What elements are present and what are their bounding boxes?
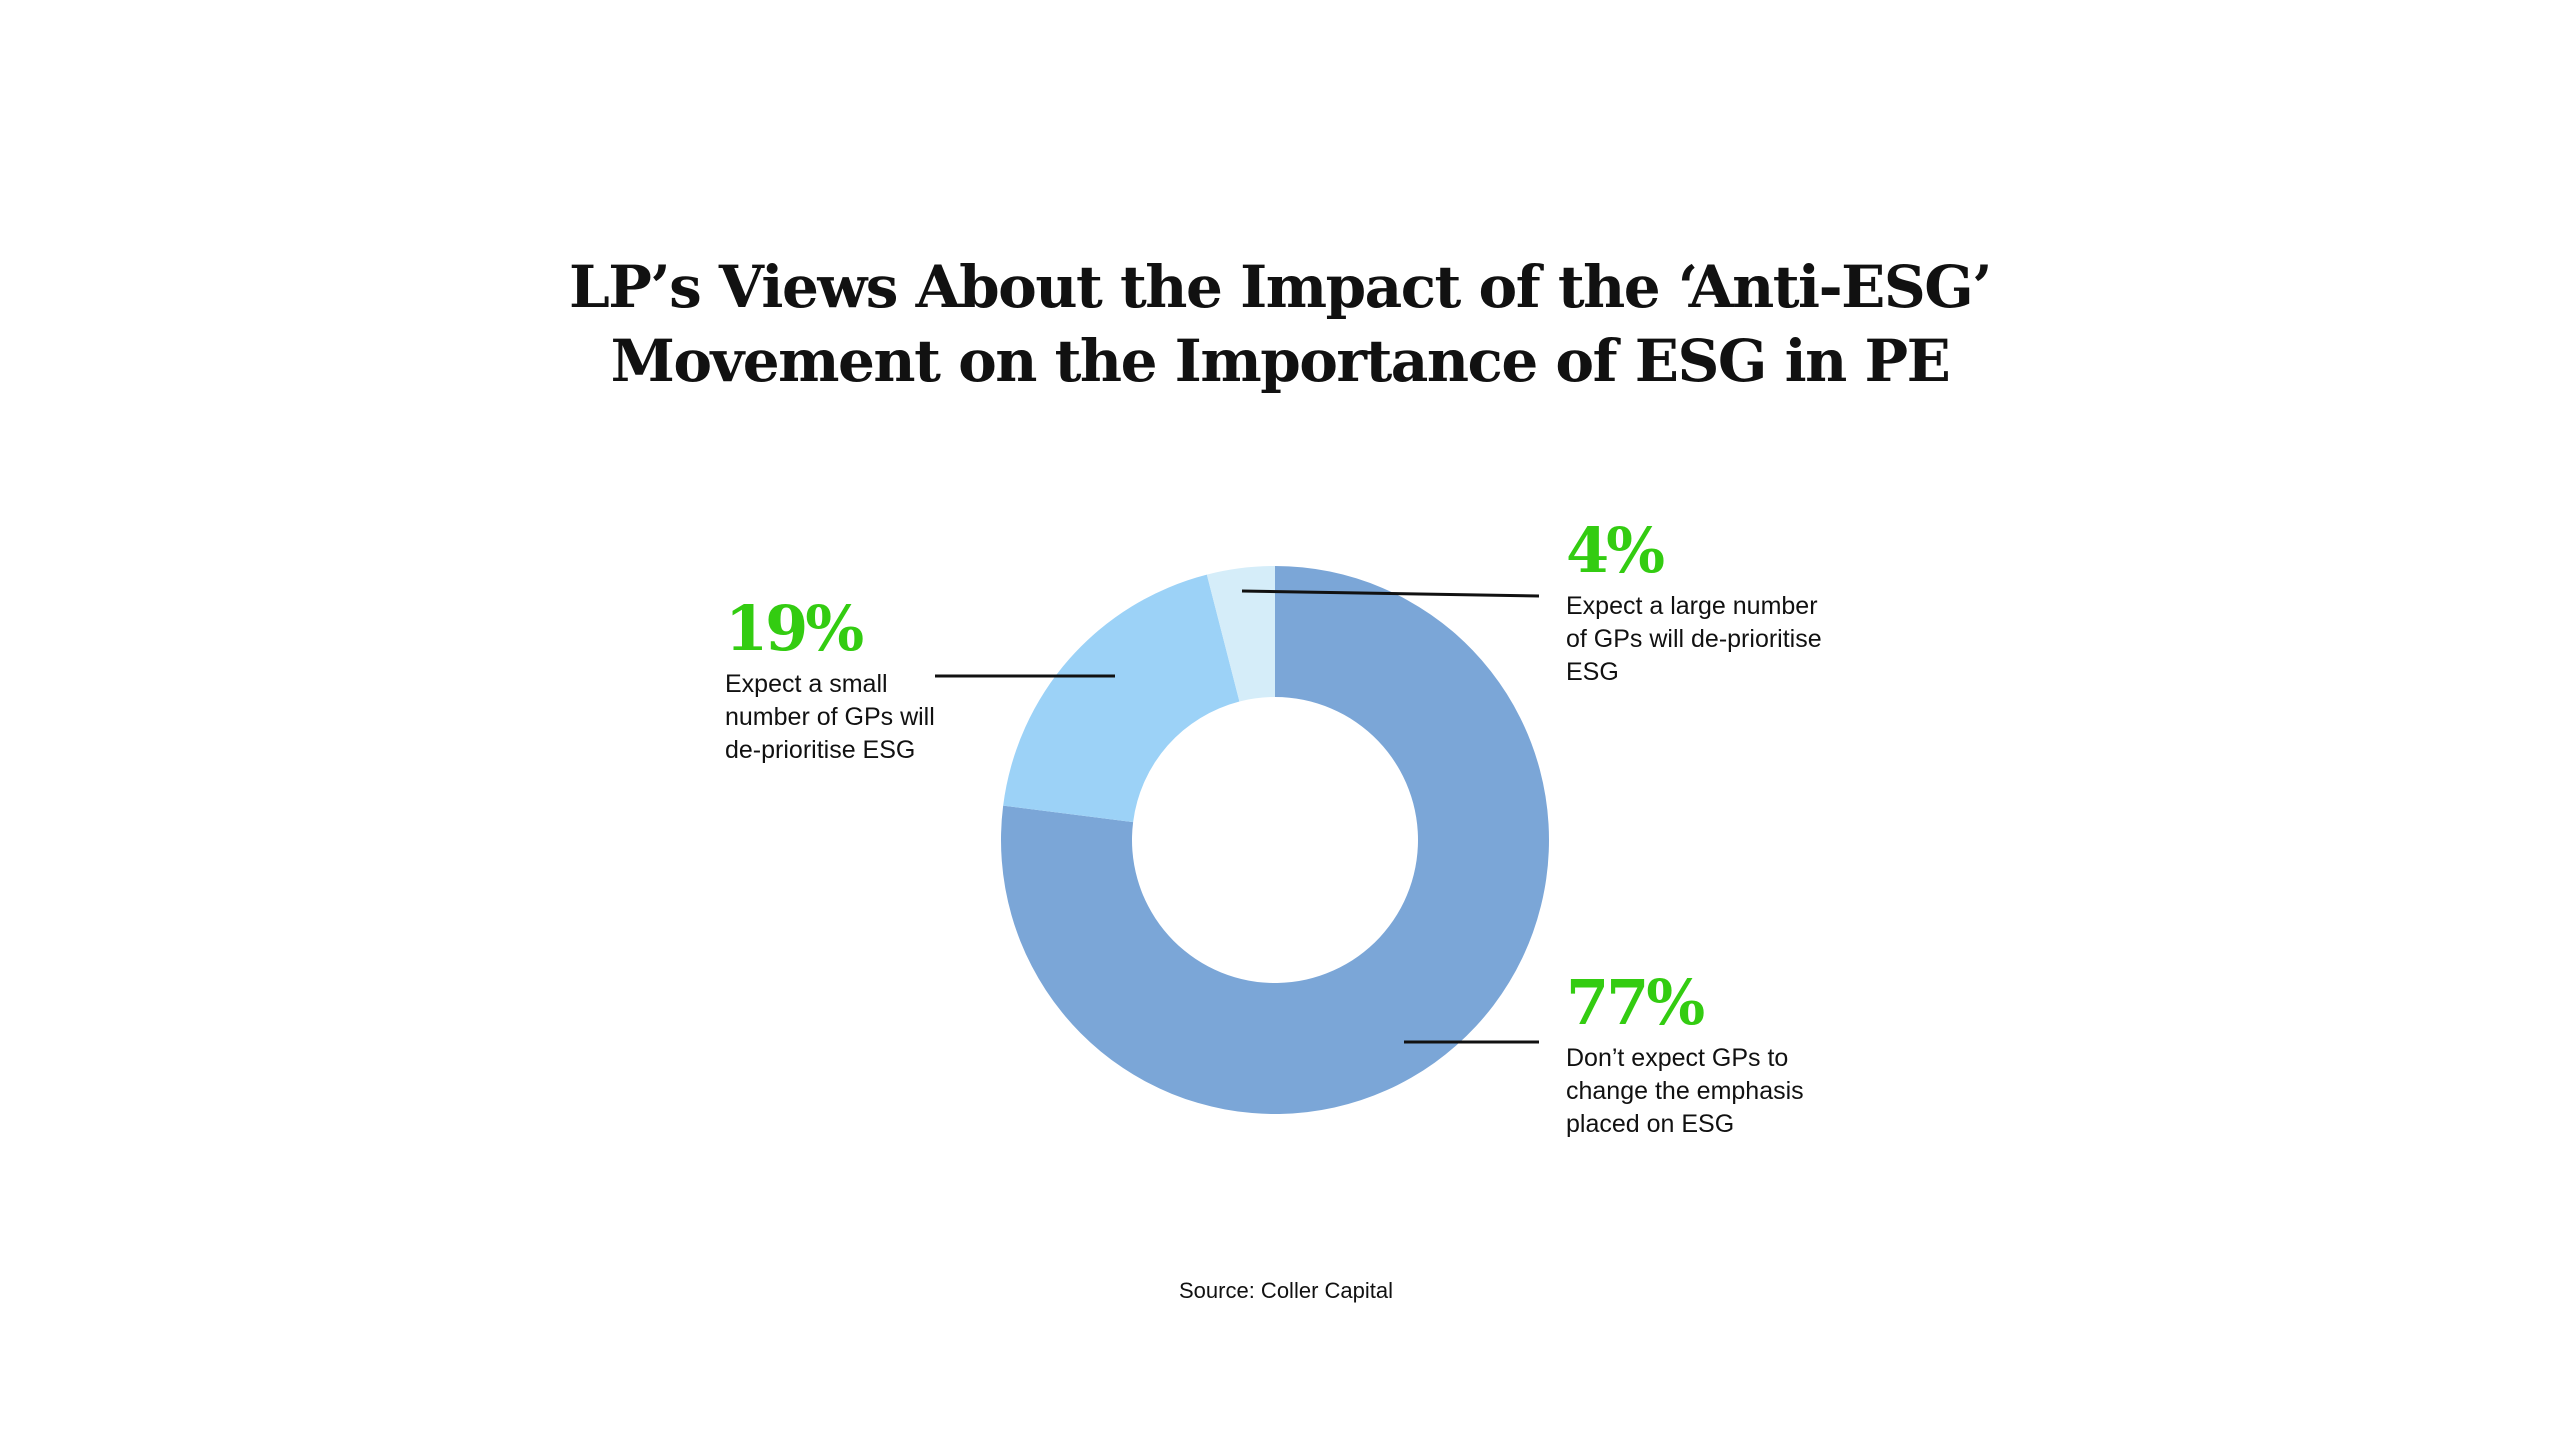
- slice-label-77: 77% Don’t expect GPs to change the empha…: [1566, 970, 1804, 1141]
- desc-line: de-prioritise ESG: [725, 736, 916, 764]
- desc-line: Expect a small: [725, 670, 888, 698]
- data-label: 77%: [1566, 966, 1705, 1039]
- chart-title: LP’s Views About the Impact of the ‘Anti…: [0, 250, 2560, 398]
- data-label: 4%: [1566, 514, 1665, 587]
- chart-title-line-2: Movement on the Importance of ESG in PE: [610, 327, 1951, 395]
- desc-line: number of GPs will: [725, 703, 935, 731]
- desc-line: ESG: [1566, 658, 1619, 686]
- slice-label-4: 4% Expect a large number of GPs will de-…: [1566, 518, 1822, 689]
- leader-line-4: [1241, 589, 1540, 598]
- chart-title-line-1: LP’s Views About the Impact of the ‘Anti…: [569, 253, 1992, 321]
- donut-slice-19: [1003, 574, 1240, 823]
- desc-line: placed on ESG: [1566, 1110, 1735, 1138]
- desc-line: of GPs will de-prioritise: [1566, 625, 1822, 653]
- slice-description: Don’t expect GPs to change the emphasis …: [1566, 1042, 1804, 1141]
- slice-description: Expect a large number of GPs will de-pri…: [1566, 590, 1822, 689]
- desc-line: Don’t expect GPs to: [1566, 1044, 1789, 1072]
- slice-description: Expect a small number of GPs will de-pri…: [725, 668, 935, 767]
- source-note: Source: Coller Capital: [1179, 1278, 1393, 1303]
- donut-slice-77: [1001, 566, 1549, 1114]
- donut-slice-4: [1206, 566, 1275, 702]
- desc-line: change the emphasis: [1566, 1077, 1804, 1105]
- slice-label-19: 19% Expect a small number of GPs will de…: [725, 596, 935, 767]
- desc-line: Expect a large number: [1566, 592, 1818, 620]
- data-label: 19%: [725, 592, 864, 665]
